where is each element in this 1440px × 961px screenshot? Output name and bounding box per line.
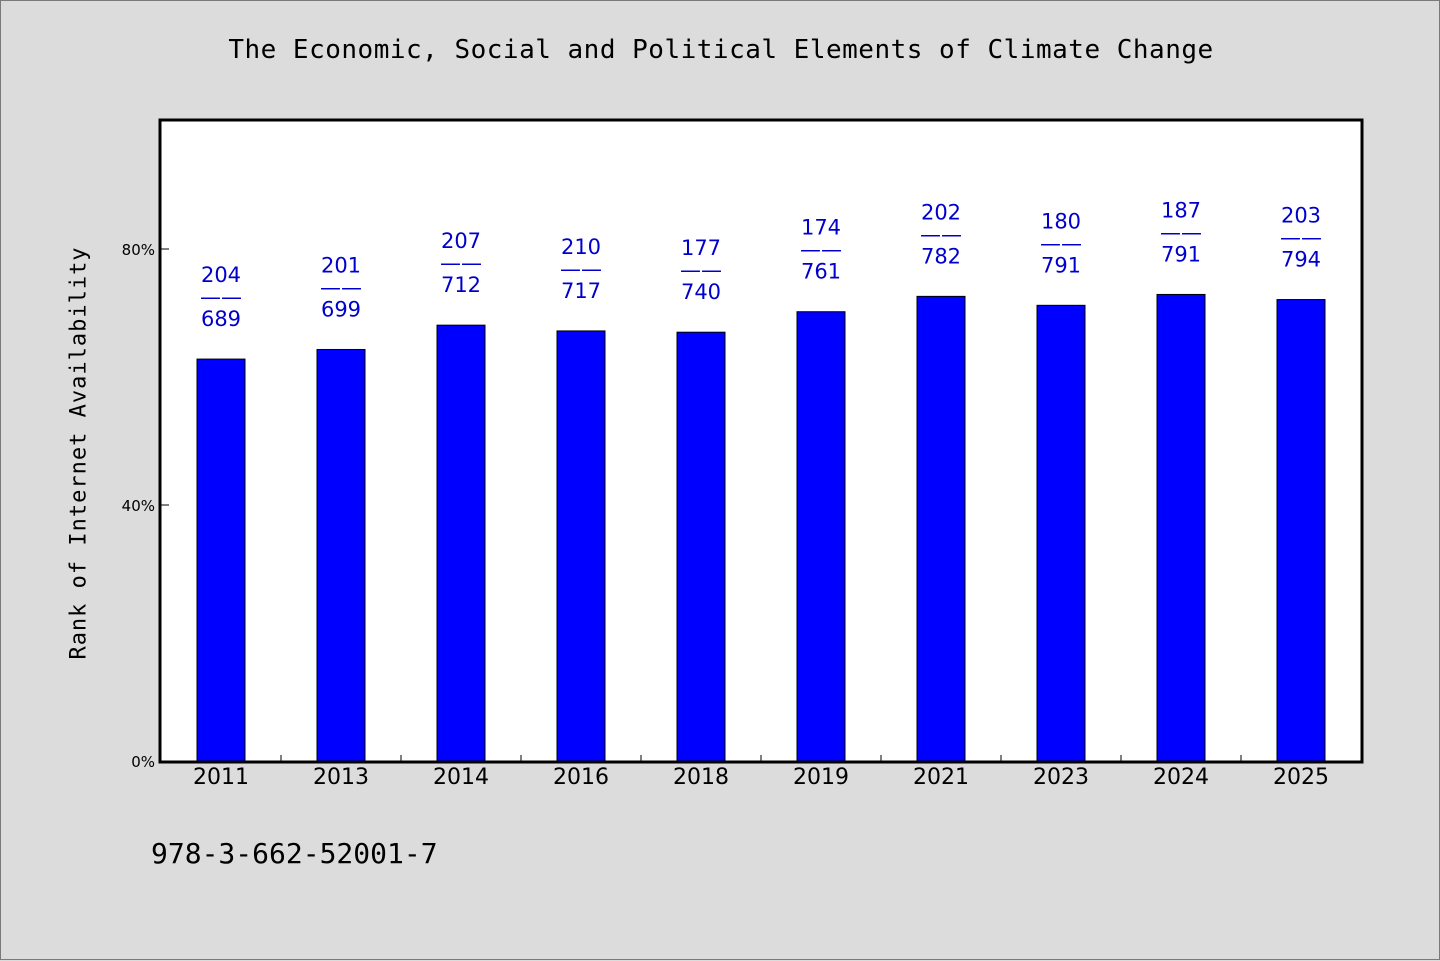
x-tick-label-2013: 2013: [313, 765, 369, 790]
isbn-text: 978-3-662-52001-7: [151, 837, 438, 870]
bar-2011: [196, 358, 246, 762]
data-label-2024-top: 187: [1161, 198, 1201, 222]
x-tick-label-2021: 2021: [913, 765, 969, 790]
x-tick-label-2019: 2019: [793, 765, 849, 790]
data-label-2025-mid: ——: [1280, 226, 1322, 250]
data-label-2019-top: 174: [801, 216, 841, 240]
data-label-2019-mid: ——: [800, 238, 842, 262]
data-label-2014-top: 207: [441, 229, 481, 253]
data-label-2011-mid: ——: [200, 285, 242, 309]
data-label-2023-bottom: 791: [1041, 253, 1081, 277]
data-label-2023-mid: ——: [1040, 231, 1082, 255]
data-label-2018-mid: ——: [680, 258, 722, 282]
bar-2016: [556, 330, 606, 762]
data-label-2013-top: 201: [321, 253, 361, 277]
bar-2013: [316, 348, 366, 762]
data-label-2021-mid: ——: [920, 222, 962, 246]
data-label-2025-top: 203: [1281, 204, 1321, 228]
y-axis-label: Rank of Internet Availability: [66, 246, 92, 660]
data-label-2013-bottom: 699: [321, 297, 361, 321]
data-label-2024-bottom: 791: [1161, 242, 1201, 266]
x-tick-label-2016: 2016: [553, 765, 609, 790]
data-label-2018-top: 177: [681, 236, 721, 260]
data-label-2016-bottom: 717: [561, 279, 601, 303]
labels-layer: 204——689201——699207——712210——717177——740…: [200, 198, 1322, 331]
y-tick-label-0: 0%: [131, 753, 155, 771]
bar-2025: [1276, 299, 1326, 762]
x-tick-label-2024: 2024: [1153, 765, 1209, 790]
data-label-2024-mid: ——: [1160, 220, 1202, 244]
x-tick-label-2014: 2014: [433, 765, 489, 790]
x-tick-label-2018: 2018: [673, 765, 729, 790]
x-tick-label-2011: 2011: [193, 765, 249, 790]
y-tick-label-80: 80%: [122, 241, 155, 259]
bars-layer: [196, 293, 1326, 762]
data-label-2021-top: 202: [921, 200, 961, 224]
bar-2024: [1156, 293, 1206, 762]
data-label-2021-bottom: 782: [921, 244, 961, 268]
data-label-2016-top: 210: [561, 235, 601, 259]
bar-2023: [1036, 304, 1086, 762]
data-label-2025-bottom: 794: [1281, 248, 1321, 272]
axes-layer: 2011 2013 2014 2016 2018 2019 2021 2023 2024 2025…: [122, 241, 1329, 790]
y-tick-label-40: 40%: [122, 497, 155, 515]
data-label-2016-mid: ——: [560, 257, 602, 281]
data-label-2011-top: 204: [201, 263, 241, 287]
data-label-2018-bottom: 740: [681, 280, 721, 304]
bar-2014: [436, 324, 486, 762]
bar-2018: [676, 331, 726, 762]
data-label-2023-top: 180: [1041, 209, 1081, 233]
x-tick-label-2023: 2023: [1033, 765, 1089, 790]
bar-2019: [796, 311, 846, 762]
x-tick-label-2025: 2025: [1273, 765, 1329, 790]
bar-2021: [916, 295, 966, 762]
data-label-2011-bottom: 689: [201, 307, 241, 331]
data-label-2014-bottom: 712: [441, 273, 481, 297]
data-label-2013-mid: ——: [320, 275, 362, 299]
data-label-2019-bottom: 761: [801, 260, 841, 284]
data-label-2014-mid: ——: [440, 251, 482, 275]
chart-title: The Economic, Social and Political Eleme…: [228, 35, 1214, 65]
